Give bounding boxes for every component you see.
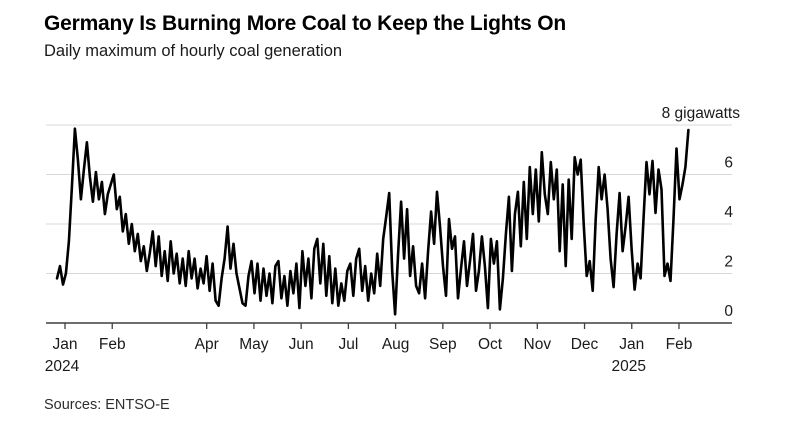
- x-tick-label: Oct: [478, 336, 503, 353]
- year-label: 2024: [45, 358, 80, 375]
- x-tick-label: May: [239, 336, 269, 353]
- x-tick-label: Jul: [338, 336, 358, 353]
- x-tick-label: Jan: [619, 336, 644, 353]
- data-line: [55, 127, 690, 316]
- x-tick-label: Feb: [666, 336, 693, 353]
- y-axis-label: 4: [724, 204, 733, 221]
- y-axis-label: 0: [724, 303, 733, 320]
- x-tick-label: Sep: [429, 336, 457, 353]
- chart-source: Sources: ENTSO-E: [44, 397, 170, 413]
- chart-title: Germany Is Burning More Coal to Keep the…: [44, 12, 567, 35]
- x-tick-label: Apr: [195, 336, 219, 353]
- y-axis-label: 6: [724, 155, 733, 172]
- x-tick-label: Aug: [382, 336, 410, 353]
- y-axis-label: 2: [724, 254, 733, 271]
- year-label: 2025: [612, 358, 646, 375]
- y-axis-unit-label: 8 gigawatts: [662, 105, 741, 122]
- chart-subtitle: Daily maximum of hourly coal generation: [44, 42, 343, 60]
- x-tick-label: Dec: [571, 336, 599, 353]
- x-tick-label: Jan: [53, 336, 78, 353]
- x-tick-label: Nov: [524, 336, 552, 353]
- x-tick-label: Jun: [289, 336, 314, 353]
- x-tick-label: Feb: [99, 336, 126, 353]
